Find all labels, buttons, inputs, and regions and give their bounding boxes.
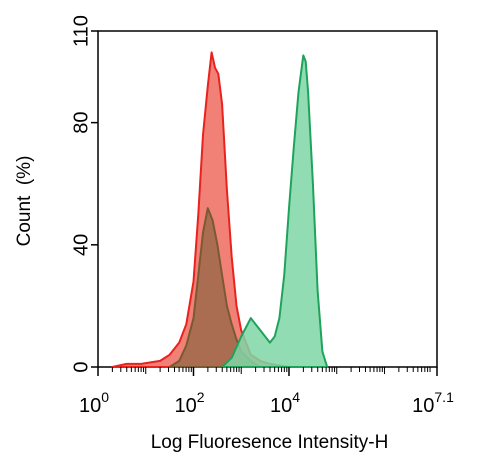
x-tick-label: 102	[174, 389, 204, 417]
x-tick-base: 10	[412, 395, 434, 417]
series-area-2	[221, 54, 329, 368]
y-tick-label: 40	[70, 234, 92, 256]
x-axis-title: Log Fluoresence Intensity-H	[151, 432, 389, 453]
x-tick-exponent: 4	[292, 389, 300, 405]
x-tick-exponent: 0	[101, 389, 109, 405]
x-tick-label: 107.1	[412, 389, 454, 417]
x-tick-label: 104	[270, 389, 300, 417]
y-tick-label: 80	[70, 112, 92, 134]
y-tick-label: 0	[70, 361, 92, 372]
x-tick-base: 10	[79, 395, 101, 417]
plot-frame	[97, 30, 438, 368]
x-tick-base: 10	[174, 395, 196, 417]
y-tick-label: 110	[70, 15, 92, 47]
x-tick-base: 10	[270, 395, 292, 417]
x-tick-exponent: 7.1	[434, 389, 454, 405]
x-tick-exponent: 2	[197, 389, 205, 405]
y-axis-title: Count (%)	[14, 156, 35, 247]
x-tick-label: 100	[79, 389, 109, 417]
